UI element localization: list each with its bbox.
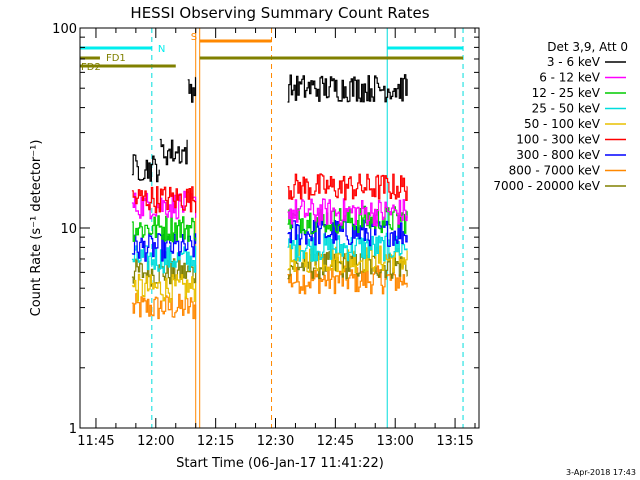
legend-label-3: 25 - 50 keV [532,102,601,116]
legend-label-8: 7000 - 20000 keV [493,179,600,193]
legend-label-5: 100 - 300 keV [516,133,600,147]
series-line-100-300keV-1 [287,173,408,201]
series-line-7000-20000keV-0 [131,258,197,287]
legend-label-6: 300 - 800 keV [516,148,600,162]
legend-label-7: 800 - 7000 keV [509,164,601,178]
x-tick-label-1315: 13:15 [436,434,473,449]
series-line-3-6keV-3 [287,74,408,103]
y-tick-label-1: 1 [69,422,77,437]
series-line-3-6keV-2 [187,76,197,103]
x-axis-label: Start Time (06-Jan-17 11:41:22) [176,456,384,471]
legend-label-0: 3 - 6 keV [547,55,601,69]
series-line-300-800keV-1 [287,218,408,247]
series-line-12-25keV-0 [131,215,197,243]
axis-ticks: 1 10 100 11:45 12:00 12:15 12:30 12:45 13:00 13:1… [52,22,479,449]
series-line-50-100keV-1 [287,244,408,274]
flag-label-fd1: FD1 [106,53,126,64]
legend-header: Det 3,9, Att 0 [547,40,628,54]
series-line-3-6keV-0 [131,154,160,183]
series-line-800-7000keV-1 [287,265,408,295]
x-tick-label-1245: 12:45 [317,434,354,449]
x-tick-label-1215: 12:15 [197,434,234,449]
series-line-100-300keV-0 [131,186,197,214]
x-tick-label-1200: 12:00 [137,434,174,449]
series-line-800-7000keV-0 [131,293,197,320]
flag-label-n: N [158,44,165,55]
flag-label-s: S [191,32,197,43]
series-line-3-6keV-1 [159,138,188,166]
legend-label-4: 50 - 100 keV [524,117,601,131]
x-tick-label-1145: 11:45 [77,434,114,449]
legend-label-2: 12 - 25 keV [532,86,601,100]
x-tick-label-1300: 13:00 [376,434,413,449]
x-tick-label-1230: 12:30 [257,434,294,449]
plot-data-layer: N S FD1 FD2 [79,28,464,428]
series-line-6-12keV-0 [131,190,197,220]
series-line-50-100keV-0 [131,273,197,303]
series-line-6-12keV-1 [287,198,408,227]
y-tick-label-100: 100 [52,22,77,37]
y-tick-label-10: 10 [60,222,77,237]
y-axis-label: Count Rate (s⁻¹ detector⁻¹) [29,140,44,317]
legend-label-1: 6 - 12 keV [539,71,601,85]
chart-title: HESSI Observing Summary Count Rates [130,4,429,22]
flag-label-fd2: FD2 [81,62,101,73]
series-line-7000-20000keV-1 [287,251,408,280]
generation-timestamp: 3-Apr-2018 17:43 [566,468,636,477]
series-line-300-800keV-0 [131,233,197,262]
